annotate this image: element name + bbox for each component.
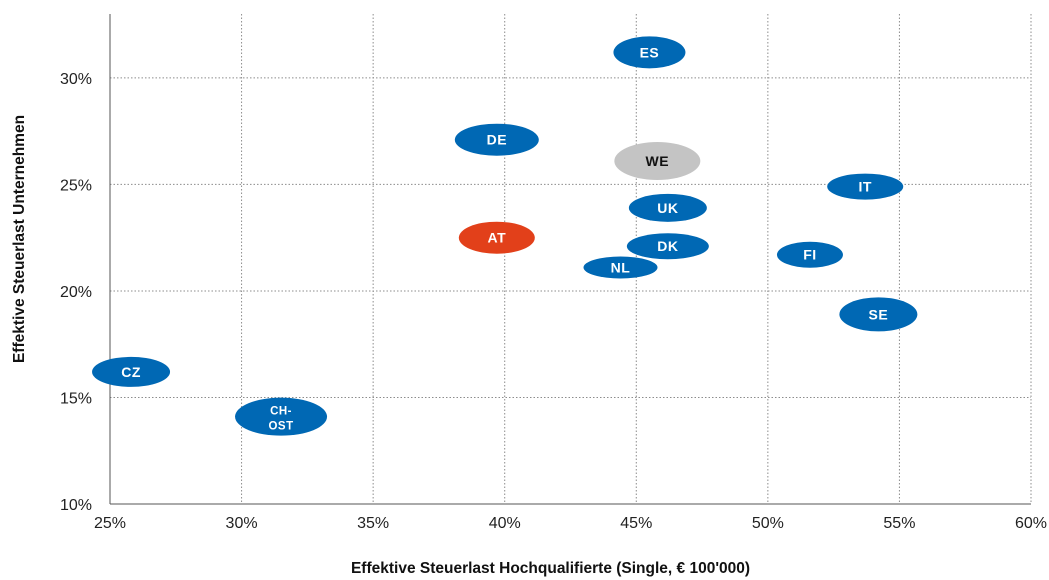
x-tick-label: 55% bbox=[883, 515, 915, 532]
y-tick-label: 25% bbox=[60, 177, 92, 194]
x-tick-label: 30% bbox=[226, 515, 258, 532]
point-marker bbox=[839, 297, 918, 332]
grid-lines bbox=[110, 14, 1032, 504]
point-it: IT bbox=[827, 173, 904, 200]
point-de: DE bbox=[454, 123, 539, 156]
point-marker bbox=[458, 221, 535, 254]
point-at: AT bbox=[458, 221, 535, 254]
x-axis-title: Effektive Steuerlast Hochqualifierte (Si… bbox=[351, 560, 750, 577]
point-fi: FI bbox=[776, 241, 843, 268]
point-marker bbox=[92, 356, 171, 387]
point-we: WE bbox=[614, 142, 701, 180]
x-tick-label: 50% bbox=[752, 515, 784, 532]
x-tick-label: 45% bbox=[620, 515, 652, 532]
point-dk: DK bbox=[626, 233, 709, 260]
point-marker bbox=[626, 233, 709, 260]
data-points: ES DE WE IT UK AT DK FI NL SE CZ CH- OST bbox=[92, 36, 918, 436]
point-label: ES bbox=[640, 44, 660, 60]
point-marker bbox=[628, 193, 707, 222]
y-tick-label: 15% bbox=[60, 390, 92, 407]
point-marker bbox=[613, 36, 686, 69]
y-tick-label: 20% bbox=[60, 284, 92, 301]
point-label: CH- bbox=[270, 406, 292, 418]
y-tick-label: 10% bbox=[60, 497, 92, 514]
point-label: DK bbox=[657, 238, 678, 254]
point-marker bbox=[776, 241, 843, 268]
point-se: SE bbox=[839, 297, 918, 332]
point-ch-ost: CH- OST bbox=[235, 397, 328, 436]
point-label: SE bbox=[869, 306, 889, 322]
point-es: ES bbox=[613, 36, 686, 69]
point-marker bbox=[827, 173, 904, 200]
point-nl: NL bbox=[583, 256, 658, 279]
point-uk: UK bbox=[628, 193, 707, 222]
x-tick-label: 35% bbox=[357, 515, 389, 532]
point-marker bbox=[235, 397, 328, 436]
point-label: UK bbox=[657, 200, 678, 216]
x-tick-label: 60% bbox=[1015, 515, 1047, 532]
x-tick-label: 25% bbox=[94, 515, 126, 532]
point-label: CZ bbox=[121, 364, 141, 380]
y-tick-label: 30% bbox=[60, 71, 92, 88]
point-label: NL bbox=[611, 260, 631, 276]
point-marker bbox=[454, 123, 539, 156]
point-label: IT bbox=[858, 179, 871, 195]
y-axis-title: Effektive Steuerlast Unternehmen bbox=[11, 115, 28, 363]
tick-labels: 25% 30% 35% 40% 45% 50% 55% 60% 10% 15% 20% 25% 30% bbox=[60, 71, 1047, 532]
point-label: FI bbox=[803, 247, 816, 263]
point-marker bbox=[614, 142, 701, 180]
point-label: WE bbox=[646, 153, 670, 169]
point-cz: CZ bbox=[92, 356, 171, 387]
point-label: OST bbox=[268, 421, 293, 433]
x-tick-label: 40% bbox=[489, 515, 521, 532]
point-label: DE bbox=[487, 132, 507, 148]
point-marker bbox=[583, 256, 658, 279]
axes bbox=[109, 14, 1031, 505]
point-label: AT bbox=[488, 230, 507, 246]
